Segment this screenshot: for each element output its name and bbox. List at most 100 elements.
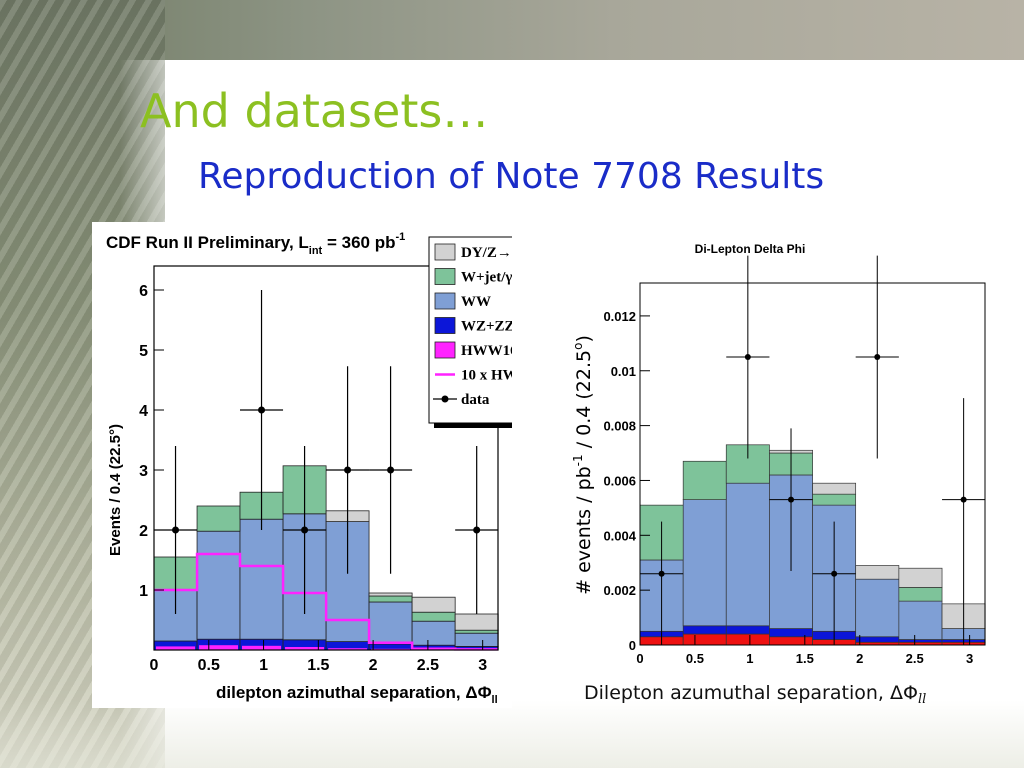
right-bar-2-2: [725, 482, 770, 627]
right-plot-frame: [639, 282, 986, 646]
left-hww160-bar-4: [328, 648, 368, 650]
right-bar-2-1: [682, 499, 727, 627]
left-hww160-bar-0: [156, 646, 196, 650]
right-data-point-2: [744, 354, 751, 361]
right-ytick-label-6: 0.012: [603, 309, 636, 324]
right-chart-ylabel: # events / pb-1 / 0.4 (22.5o): [571, 335, 595, 595]
slide-background-band: [0, 0, 1024, 60]
left-bar-1-1: [196, 530, 241, 640]
slide-title: And datasets…: [140, 84, 489, 138]
left-plot-frame: [153, 265, 499, 651]
right-bar-1-5: [855, 636, 900, 643]
left-bar-3-6: [411, 596, 456, 613]
right-ytick-label-0: 0: [629, 638, 636, 653]
left-legend-label-5: 10 x HWW: [461, 368, 512, 384]
right-chart-title: Di-Lepton Delta Phi: [695, 242, 806, 256]
left-data-point-3: [301, 526, 309, 534]
left-data-point-7: [473, 526, 481, 534]
left-legend-swatch-3: [434, 317, 456, 334]
left-data-point-5: [387, 466, 395, 474]
left-legend-label-6: data: [461, 392, 490, 408]
left-legend-label-1: W+jet/γ: [461, 270, 512, 286]
right-chart: 0 0.002 0.004 0.006 0.008 0.01 0.012 0 0.5 1 1.5 2 2…: [571, 242, 986, 666]
left-xtick-label-2: 1: [259, 657, 268, 674]
right-bar-1-2: [725, 625, 770, 635]
left-xtick-label-4: 2: [369, 657, 378, 674]
left-legend-swatch-1: [434, 268, 456, 285]
right-xtick-label-4: 2: [856, 651, 863, 666]
right-xtick-label-2: 1: [746, 651, 753, 666]
left-xtick-label-1: 0.5: [198, 657, 220, 674]
right-data-point-5: [874, 354, 881, 361]
left-xtick-label-6: 3: [478, 657, 487, 674]
left-legend-label-4: HWW160: [461, 343, 512, 359]
right-xtick-label-6: 3: [966, 651, 973, 666]
left-bar-3-5: [368, 592, 413, 597]
left-legend-label-3: WZ+ZZ+tt̄: [461, 319, 512, 335]
left-ytick-label-1: 2: [139, 523, 148, 540]
left-bar-2-5: [368, 595, 413, 603]
left-ytick-label-2: 3: [139, 463, 148, 480]
left-ytick-label-0: 1: [139, 583, 148, 600]
left-legend-swatch-4: [434, 341, 456, 359]
left-hww-x10-line: [154, 552, 499, 651]
left-data-point-2: [258, 406, 266, 414]
left-bar-2-6: [411, 611, 456, 622]
right-xtick-label-0: 0: [636, 651, 643, 666]
left-bar-2-1: [196, 505, 241, 532]
left-legend-label-0: DY/Z→ll: [461, 245, 512, 261]
left-legend: DY/Z→ll W+jet/γ WW WZ+ZZ+tt̄ HWW160 10 x HWW d…: [428, 236, 512, 428]
right-bar-0-1: [682, 633, 727, 646]
right-bar-1-1: [682, 625, 727, 635]
right-bar-4-4: [812, 482, 857, 495]
left-xtick-label-3: 1.5: [307, 657, 329, 674]
slide-background-bottom: [0, 700, 1024, 768]
right-bar-3-4: [812, 493, 857, 506]
left-data-point-0: [172, 526, 180, 534]
right-bar-4-5: [855, 565, 900, 580]
left-legend-swatch-0: [434, 243, 456, 261]
left-bar-1-7: [454, 632, 499, 647]
right-bar-0-2: [725, 633, 770, 646]
right-data-point-3: [788, 496, 795, 503]
right-chart-xlabel: Dilepton azumuthal separation, ΔΦll: [584, 682, 926, 707]
left-hww160-bar-2: [242, 645, 282, 650]
left-xtick-label-0: 0: [150, 657, 159, 674]
left-legend-swatch-2: [434, 292, 456, 310]
right-bar-1-3: [769, 628, 813, 638]
left-legend-swatch-dot-6: [441, 395, 449, 403]
right-bar-1-6: [898, 639, 943, 643]
left-ytick-label-5: 6: [139, 283, 148, 300]
right-bar-4-6: [898, 567, 943, 588]
left-bar-3-7: [454, 613, 499, 631]
right-data-point-4: [831, 570, 838, 577]
right-xtick-label-3: 1.5: [796, 651, 814, 666]
left-hww160-bar-1: [199, 645, 238, 650]
left-xtick-label-5: 2.5: [417, 657, 439, 674]
right-ytick-label-3: 0.006: [603, 473, 636, 488]
right-xtick-label-5: 2.5: [906, 651, 924, 666]
left-ytick-label-4: 5: [139, 343, 148, 360]
right-bar-0-3: [769, 636, 813, 646]
right-ytick-label-1: 0.002: [603, 583, 636, 598]
left-chart-ylabel: Events / 0.4 (22.5°): [107, 424, 124, 556]
left-chart-xlabel: dilepton azimuthal separation, ΔΦll: [216, 683, 498, 706]
right-data-point-7: [960, 496, 967, 503]
right-bar-3-6: [898, 587, 943, 602]
right-ytick-label-4: 0.008: [603, 419, 636, 434]
left-bar-1-6: [411, 620, 456, 646]
right-data-point-0: [658, 570, 665, 577]
left-hww160-bar-3: [285, 647, 325, 650]
left-ytick-label-3: 4: [139, 403, 148, 420]
left-legend-label-2: WW: [461, 294, 491, 310]
left-bar-1-5: [368, 601, 413, 645]
right-bar-2-6: [898, 600, 943, 640]
left-data-point-4: [344, 466, 352, 474]
left-chart-title: CDF Run II Preliminary, Lint = 360 pb-1: [106, 231, 405, 257]
left-chart: 1 2 3 4 5 6 0 0.5 1 1.5 2 2.5 3 CDF Run II Preliminar…: [106, 231, 512, 706]
left-bar-2-7: [454, 629, 499, 634]
right-xlabel-sub: ll: [917, 692, 927, 707]
right-xlabel-text: Dilepton azumuthal separation, ΔΦ: [584, 682, 918, 704]
right-bar-3-1: [682, 460, 727, 501]
right-ytick-label-2: 0.004: [603, 528, 636, 543]
